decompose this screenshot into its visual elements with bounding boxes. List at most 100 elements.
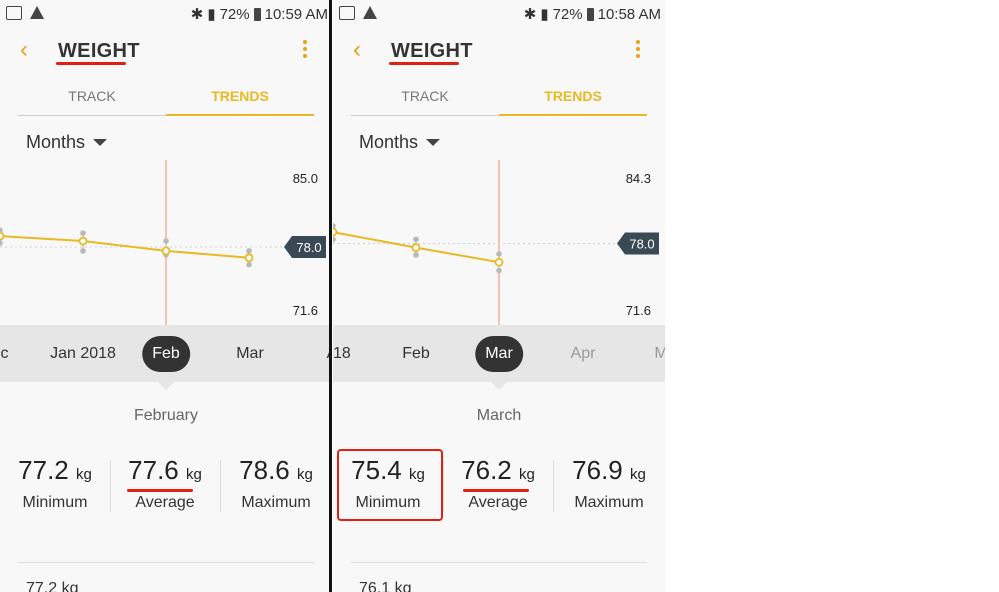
tab-bar: TRACK TRENDS xyxy=(351,80,647,116)
month-item[interactable]: Jan 2018 xyxy=(50,345,116,362)
title-annotation-underline xyxy=(56,62,126,65)
minimum-annotation-box xyxy=(337,449,443,521)
signal-icon: ▮ xyxy=(207,6,216,23)
stat-value: 76.2 xyxy=(461,455,512,485)
reference-badge xyxy=(284,235,326,258)
month-selector[interactable]: 2018 Feb Mar Apr M xyxy=(333,325,665,382)
stat-average: 76.2 kg Average xyxy=(443,455,553,512)
bluetooth-icon: ✱ xyxy=(190,6,204,23)
stat-divider xyxy=(443,460,444,512)
range-max-dot xyxy=(496,251,502,257)
range-max-dot xyxy=(163,238,169,244)
y-axis-bottom-label: 71.6 xyxy=(293,303,318,318)
stat-unit: kg xyxy=(297,466,313,483)
tab-trends[interactable]: TRENDS xyxy=(211,88,269,104)
month-item-selected[interactable]: Mar xyxy=(475,336,523,372)
stat-value: 77.2 xyxy=(18,455,69,485)
screen-divider xyxy=(329,0,332,592)
battery-icon xyxy=(586,7,594,21)
stat-divider xyxy=(110,460,111,512)
month-pointer xyxy=(491,382,507,390)
data-point xyxy=(411,243,421,253)
stat-label: Maximum xyxy=(241,494,311,511)
stat-label: Average xyxy=(135,494,195,511)
data-point xyxy=(0,231,5,241)
tab-trends[interactable]: TRENDS xyxy=(544,88,602,104)
y-axis-top-label: 85.0 xyxy=(293,171,318,186)
page-title: WEIGHT xyxy=(391,40,473,62)
more-options-icon[interactable] xyxy=(303,40,307,61)
month-item-selected[interactable]: Feb xyxy=(142,336,190,372)
average-annotation-underline xyxy=(463,489,529,492)
month-item[interactable]: Apr xyxy=(570,345,596,362)
data-point xyxy=(494,257,504,267)
range-min-dot xyxy=(0,240,3,246)
month-selector[interactable]: ec Jan 2018 Feb Mar A xyxy=(0,325,332,382)
data-point xyxy=(161,246,171,256)
app-bar: ‹ WEIGHT xyxy=(0,28,332,74)
range-min-dot xyxy=(333,236,336,243)
battery-level: 72% xyxy=(219,5,250,23)
stat-label: Minimum xyxy=(22,494,88,511)
stat-maximum: 76.9 kg Maximum xyxy=(553,455,665,512)
stat-divider xyxy=(553,460,554,512)
entry-value: 76.1 kg xyxy=(359,580,412,592)
range-max-dot xyxy=(80,230,86,236)
battery-level: 72% xyxy=(552,5,583,23)
selected-month-name: February xyxy=(133,407,199,424)
range-min-dot xyxy=(80,248,86,254)
gallery-icon xyxy=(6,6,22,20)
reference-badge xyxy=(617,232,659,255)
stat-unit: kg xyxy=(630,466,646,483)
tab-track[interactable]: TRACK xyxy=(68,88,116,104)
status-bar: ✱ ▮ 72% 10:58 AM xyxy=(333,0,665,28)
range-dropdown[interactable]: Months xyxy=(26,132,108,153)
chevron-left-icon[interactable]: ‹ xyxy=(353,36,361,63)
tab-track[interactable]: TRACK xyxy=(401,88,449,104)
month-item[interactable]: ec xyxy=(0,345,9,362)
range-min-dot xyxy=(496,267,502,274)
clock: 10:59 AM xyxy=(264,5,328,23)
weight-chart[interactable]: 85.0 71.6 78.0 xyxy=(0,160,332,325)
stat-label: Minimum xyxy=(355,494,421,511)
month-item[interactable]: 2018 xyxy=(333,345,351,362)
month-item[interactable]: Mar xyxy=(236,345,264,362)
battery-icon xyxy=(253,7,261,21)
weight-trend-line xyxy=(0,235,250,259)
chevron-left-icon[interactable]: ‹ xyxy=(20,36,28,63)
caret-down-icon xyxy=(93,139,108,146)
reference-badge-label: 78.0 xyxy=(296,240,321,255)
app-bar: ‹ WEIGHT xyxy=(333,28,665,74)
average-annotation-underline xyxy=(127,489,193,492)
screen-march: ✱ ▮ 72% 10:58 AM ‹ WEIGHT TRACK TRENDS M… xyxy=(333,0,665,592)
bluetooth-icon: ✱ xyxy=(523,6,537,23)
range-max-dot xyxy=(333,223,336,229)
month-item[interactable]: M xyxy=(654,345,665,362)
stat-minimum: 77.2 kg Minimum xyxy=(0,455,110,512)
range-label: Months xyxy=(359,132,419,152)
reference-badge-label: 78.0 xyxy=(629,236,654,251)
range-dropdown[interactable]: Months xyxy=(359,132,441,153)
stat-value: 77.6 xyxy=(128,455,179,485)
range-max-dot xyxy=(0,227,3,234)
month-item[interactable]: Feb xyxy=(402,345,430,362)
stat-average: 77.6 kg Average xyxy=(110,455,220,512)
data-point xyxy=(333,227,338,237)
caret-down-icon xyxy=(426,139,441,146)
data-point xyxy=(244,253,254,263)
stat-value: 75.4 xyxy=(351,455,402,485)
range-max-dot xyxy=(413,236,419,243)
tab-indicator xyxy=(166,114,314,116)
warning-icon xyxy=(30,6,44,19)
tab-divider xyxy=(351,115,499,116)
stat-unit: kg xyxy=(519,466,535,483)
range-label: Months xyxy=(26,132,86,152)
tab-bar: TRACK TRENDS xyxy=(18,80,314,116)
tab-divider xyxy=(18,115,166,116)
stat-value: 76.9 xyxy=(572,455,623,485)
weight-chart[interactable]: 84.3 71.6 78.0 xyxy=(333,160,665,325)
entry-value: 77.2 kg xyxy=(26,580,79,592)
stat-maximum: 78.6 kg Maximum xyxy=(220,455,332,512)
status-bar: ✱ ▮ 72% 10:59 AM xyxy=(0,0,332,28)
more-options-icon[interactable] xyxy=(636,40,640,61)
